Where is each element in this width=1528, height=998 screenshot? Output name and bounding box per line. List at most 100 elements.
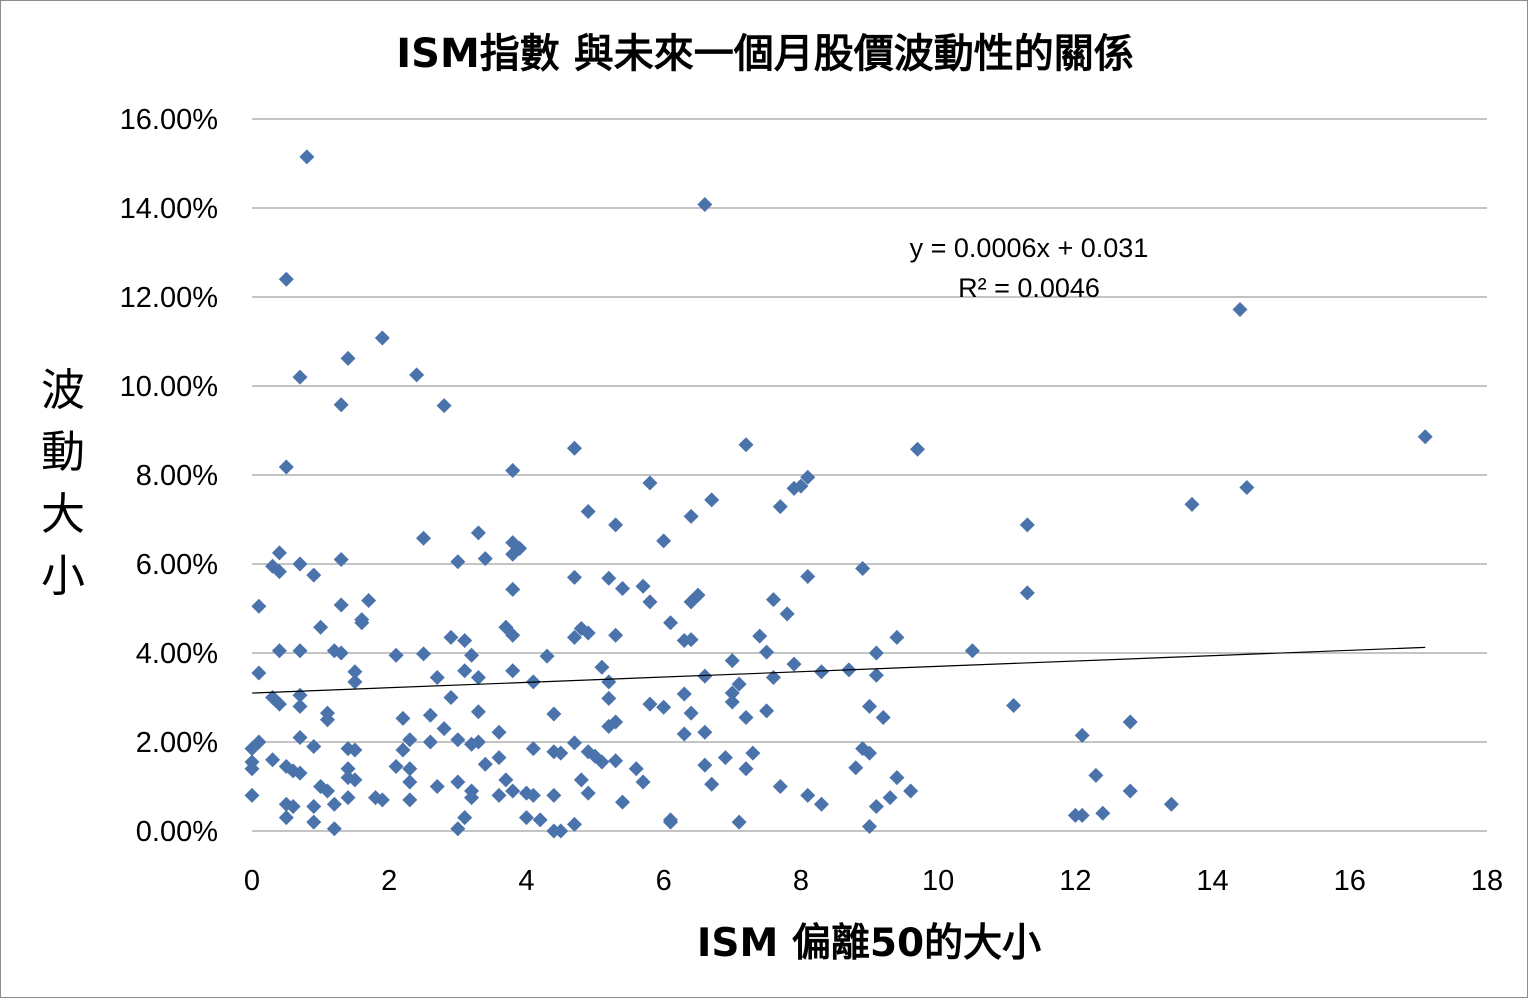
data-point xyxy=(642,594,658,610)
data-point xyxy=(731,676,747,692)
data-point xyxy=(800,568,816,584)
data-point xyxy=(402,732,418,748)
data-point xyxy=(319,783,335,799)
data-point xyxy=(800,787,816,803)
data-point xyxy=(505,627,521,643)
data-point xyxy=(299,149,315,165)
data-point xyxy=(278,459,294,475)
data-point xyxy=(786,656,802,672)
y-tick-label: 6.00% xyxy=(136,549,218,581)
data-point xyxy=(608,714,624,730)
data-point xyxy=(642,696,658,712)
data-point xyxy=(292,698,308,714)
data-point xyxy=(271,643,287,659)
data-point xyxy=(374,792,390,808)
data-point xyxy=(697,668,713,684)
data-point xyxy=(422,707,438,723)
data-point xyxy=(429,779,445,794)
data-point xyxy=(601,674,617,690)
data-point xyxy=(1184,496,1200,512)
data-point xyxy=(450,774,466,790)
data-point xyxy=(628,761,644,777)
data-point xyxy=(964,643,980,659)
y-tick-label: 2.00% xyxy=(136,727,218,759)
data-point xyxy=(409,367,425,383)
data-point xyxy=(354,615,370,631)
y-tick-label: 10.00% xyxy=(120,371,218,403)
data-point xyxy=(333,552,349,568)
data-point xyxy=(361,592,377,608)
data-point xyxy=(786,480,802,496)
data-point xyxy=(1417,429,1433,445)
y-tick-label: 12.00% xyxy=(120,282,218,314)
y-axis-ticks: 0.00% 2.00% 4.00% 6.00% 8.00% 10.00% 12.00% 14.… xyxy=(120,104,218,848)
data-point xyxy=(738,437,754,453)
data-point xyxy=(566,629,582,645)
data-point xyxy=(470,525,486,541)
data-point xyxy=(539,648,555,664)
data-point xyxy=(505,663,521,679)
y-tick-label: 0.00% xyxy=(136,816,218,848)
data-point xyxy=(724,694,740,710)
data-point xyxy=(663,615,679,631)
data-point xyxy=(374,330,390,346)
data-point xyxy=(429,669,445,685)
data-point xyxy=(656,533,672,549)
data-point xyxy=(772,779,788,794)
data-point xyxy=(1122,714,1138,730)
data-point xyxy=(450,821,466,837)
data-point xyxy=(642,475,658,491)
data-point xyxy=(676,726,692,742)
data-point xyxy=(553,823,569,839)
data-point xyxy=(601,570,617,586)
x-tick-label: 12 xyxy=(1059,865,1091,897)
data-point xyxy=(800,469,816,485)
data-point xyxy=(333,397,349,413)
data-point xyxy=(340,761,356,777)
data-point xyxy=(683,508,699,524)
data-point xyxy=(505,783,521,799)
data-point xyxy=(566,816,582,832)
data-point xyxy=(903,783,919,799)
data-point xyxy=(608,517,624,533)
x-tick-label: 14 xyxy=(1196,865,1228,897)
data-point xyxy=(457,633,473,649)
data-point xyxy=(395,742,411,758)
y-axis-label-char: 小 xyxy=(41,551,85,602)
data-point xyxy=(416,530,432,546)
data-point xyxy=(580,785,596,801)
data-point xyxy=(265,752,281,768)
data-point xyxy=(505,581,521,597)
data-point xyxy=(388,758,404,774)
trendline xyxy=(251,646,1426,694)
data-point xyxy=(464,790,480,806)
data-point xyxy=(635,774,651,790)
data-point xyxy=(1095,805,1111,821)
data-point xyxy=(532,812,548,828)
data-point xyxy=(450,732,466,748)
data-point xyxy=(717,750,733,766)
data-point xyxy=(615,794,630,810)
data-point xyxy=(868,667,884,683)
data-point xyxy=(882,790,898,806)
data-point xyxy=(765,669,781,685)
data-point xyxy=(601,690,617,706)
data-point xyxy=(683,632,699,648)
data-point xyxy=(594,659,610,675)
data-point xyxy=(402,792,418,808)
data-point xyxy=(566,735,582,751)
data-point xyxy=(1232,301,1248,317)
data-point xyxy=(889,629,905,645)
data-point xyxy=(443,690,459,705)
y-tick-label: 14.00% xyxy=(120,193,218,225)
data-point xyxy=(862,745,877,761)
y-tick-label: 16.00% xyxy=(120,104,218,136)
data-point xyxy=(498,772,514,788)
x-tick-label: 0 xyxy=(244,865,260,897)
data-point xyxy=(271,696,287,712)
data-point xyxy=(862,819,877,835)
data-point xyxy=(745,745,761,761)
data-point xyxy=(292,556,308,572)
data-point xyxy=(676,686,692,702)
